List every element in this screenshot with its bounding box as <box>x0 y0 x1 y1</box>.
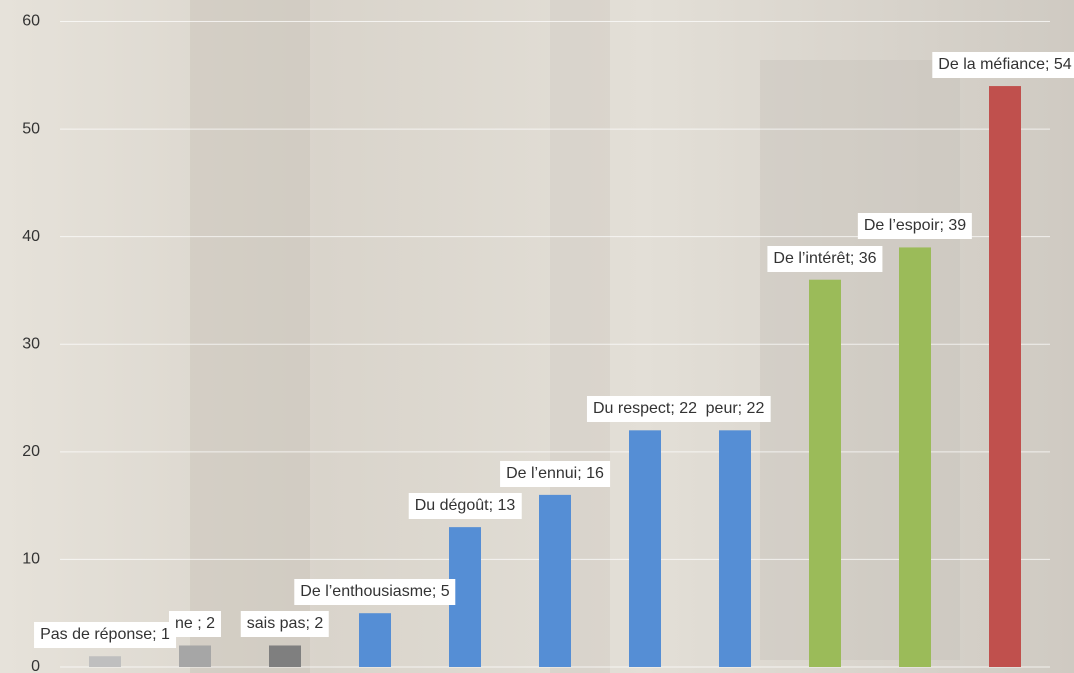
bar <box>269 645 301 667</box>
data-label: De l’enthousiasme; 5 <box>294 579 455 605</box>
y-tick-label: 30 <box>22 335 40 352</box>
data-label: sais pas; 2 <box>241 611 329 637</box>
bar <box>989 86 1021 667</box>
bar <box>899 247 931 667</box>
bar <box>539 495 571 667</box>
y-tick-label: 0 <box>31 658 40 673</box>
y-tick-label: 40 <box>22 228 40 245</box>
data-label: De l’intérêt; 36 <box>767 246 882 272</box>
y-tick-label: 60 <box>22 13 40 30</box>
chart: 0 10 20 30 40 50 60 Pas de réponse; 1ne ; 2 sai… <box>0 0 1074 673</box>
bar <box>809 280 841 667</box>
bar <box>719 430 751 667</box>
data-label: De l’ennui; 16 <box>500 461 610 487</box>
data-label: Pas de réponse; 1 <box>34 622 176 648</box>
background-window <box>190 0 310 673</box>
bar <box>179 645 211 667</box>
y-tick-label: 20 <box>22 443 40 460</box>
bar <box>359 613 391 667</box>
y-tick-label: 10 <box>22 551 40 568</box>
bar <box>629 430 661 667</box>
data-label: De la méfiance; 54 <box>932 52 1074 78</box>
y-tick-label: 50 <box>22 120 40 137</box>
data-label: ne ; 2 <box>169 611 221 637</box>
data-label: Du respect; 22 <box>587 396 703 422</box>
bar <box>89 656 121 667</box>
data-label: De l’espoir; 39 <box>858 213 972 239</box>
chart-svg: 0 10 20 30 40 50 60 <box>0 0 1074 673</box>
data-label: Du dégoût; 13 <box>409 493 522 519</box>
data-label: peur; 22 <box>700 396 771 422</box>
